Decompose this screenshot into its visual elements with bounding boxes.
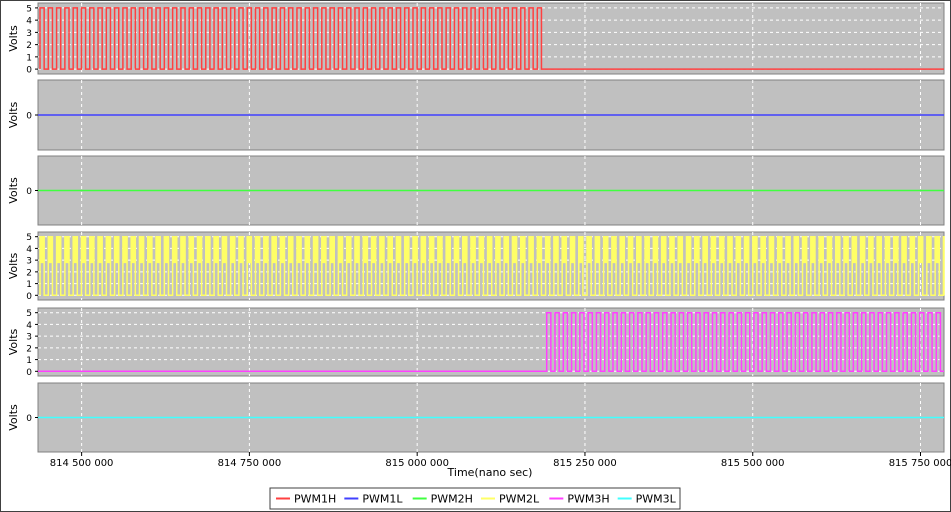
- y-axis-label: Volts: [7, 252, 20, 279]
- legend-label: PWM3L: [636, 493, 677, 506]
- x-tick-label: 815 000 000: [385, 458, 449, 469]
- y-tick-label: 5: [26, 233, 32, 243]
- legend-label: PWM1L: [362, 493, 403, 506]
- y-tick-label: 3: [26, 333, 32, 343]
- series-line-pwm1h: [39, 7, 944, 70]
- legend-label: PWM2H: [431, 493, 473, 506]
- y-tick-label: 1: [26, 280, 32, 290]
- x-tick-label: 815 750 000: [889, 458, 951, 469]
- series-line-pwm3h: [38, 311, 944, 373]
- chart-panels: 012345Volts0Volts0Volts012345Volts012345…: [7, 2, 945, 453]
- y-tick-label: 1: [26, 53, 32, 63]
- panel-plot-area: [37, 307, 945, 377]
- y-tick-label: 0: [26, 414, 32, 424]
- y-tick-label: 0: [26, 292, 32, 302]
- panel-3: 0 Volts: [7, 155, 945, 226]
- y-tick-label: 3: [26, 257, 32, 267]
- y-axis-label: Volts: [7, 404, 20, 431]
- y-tick-label: 2: [26, 41, 32, 51]
- x-tick-label: 815 500 000: [721, 458, 785, 469]
- legend-label: PWM3H: [567, 493, 609, 506]
- y-axis-label: Volts: [7, 177, 20, 204]
- x-tick-label: 814 500 000: [50, 458, 114, 469]
- y-tick-label: 4: [26, 321, 32, 331]
- y-tick-label: 2: [26, 344, 32, 354]
- y-tick-label: 3: [26, 29, 32, 39]
- panel-2: 0 Volts: [7, 79, 945, 151]
- y-tick-label: 0: [26, 368, 32, 378]
- y-tick-label: 0: [26, 66, 32, 76]
- y-tick-label: 5: [26, 4, 32, 14]
- y-axis-label: Volts: [7, 25, 20, 52]
- y-tick-label: 4: [26, 245, 32, 255]
- y-tick-label: 1: [26, 356, 32, 366]
- legend-label: PWM1H: [294, 493, 336, 506]
- legend: PWM1H PWM1L PWM2H PWM2L PWM3H PWM3L: [269, 487, 681, 510]
- y-axis-label: Volts: [7, 328, 20, 355]
- y-axis-label: Volts: [7, 101, 20, 128]
- panel-6: 0 Volts: [7, 382, 945, 453]
- x-axis-label: Time(nano sec): [447, 466, 533, 479]
- legend-label: PWM2L: [499, 493, 540, 506]
- legend-box: [269, 487, 681, 510]
- y-tick-label: 4: [26, 17, 32, 27]
- y-tick-label: 5: [26, 309, 32, 319]
- y-tick-label: 2: [26, 268, 32, 278]
- series-line-pwm2l: [39, 235, 945, 297]
- y-tick-label: 0: [26, 187, 32, 197]
- y-tick-label: 0: [26, 112, 32, 122]
- x-tick-label: 814 750 000: [218, 458, 282, 469]
- x-axis: 814 500 000 814 750 000 815 000 000 815 250…: [50, 452, 951, 469]
- x-tick-label: 815 250 000: [553, 458, 617, 469]
- panel-1: 0 1 2 3 4 5 Volts: [7, 2, 945, 76]
